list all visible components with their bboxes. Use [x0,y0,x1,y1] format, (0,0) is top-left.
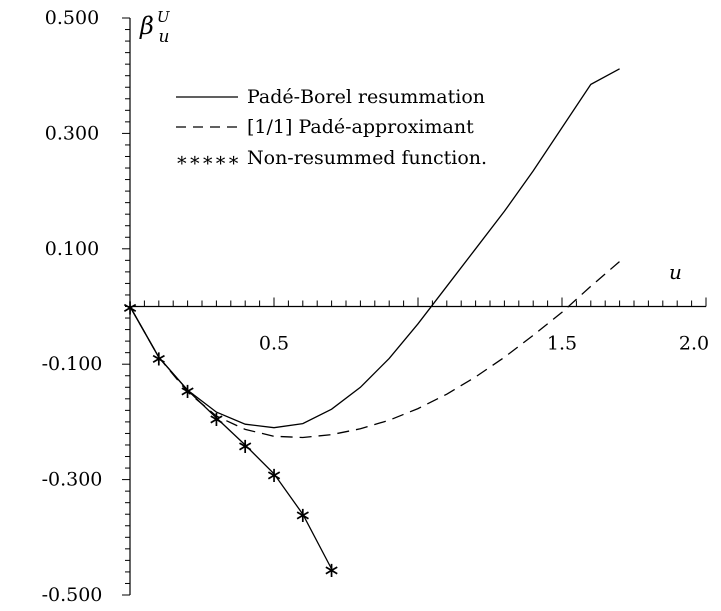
series-layer: ∗∗∗∗∗∗∗∗ [121,68,621,582]
series-line-1 [129,261,621,439]
y-axis-label-sub: u [159,27,170,47]
x-tick-label: 1.5 [547,333,577,355]
series-line-2 [129,306,333,570]
data-point-marker: ∗ [121,296,139,320]
tick-marks [122,17,707,596]
data-point-marker: ∗ [179,379,197,403]
data-point-marker: ∗ [265,463,283,487]
y-tick-label: -0.300 [42,469,103,491]
legend-label-1: [1/1] Padé-approximant [247,116,474,138]
x-tick-label: 0.5 [259,333,289,355]
y-tick-label: -0.100 [42,353,103,375]
series-line-0 [129,68,620,429]
y-tick-label: 0.500 [45,7,99,29]
y-tick-label: 0.300 [45,122,99,144]
y-tick-label: -0.500 [42,584,103,606]
data-point-marker: ∗ [323,558,341,582]
legend-swatch-2: ∗∗∗∗∗ [175,149,240,171]
data-point-marker: ∗ [150,346,168,370]
data-point-marker: ∗ [236,434,254,458]
y-tick-label: 0.100 [45,238,99,260]
legend: Padé-Borel resummation [1/1] Padé-approxi… [175,86,487,171]
x-axis-label: u [669,260,682,284]
legend-label-0: Padé-Borel resummation [247,86,485,108]
data-point-marker: ∗ [294,503,312,527]
x-tick-label: 2.0 [679,333,709,355]
data-point-marker: ∗ [208,407,226,431]
y-axis-label-sup: U [157,8,171,26]
legend-label-2: Non-resummed function. [247,147,487,169]
